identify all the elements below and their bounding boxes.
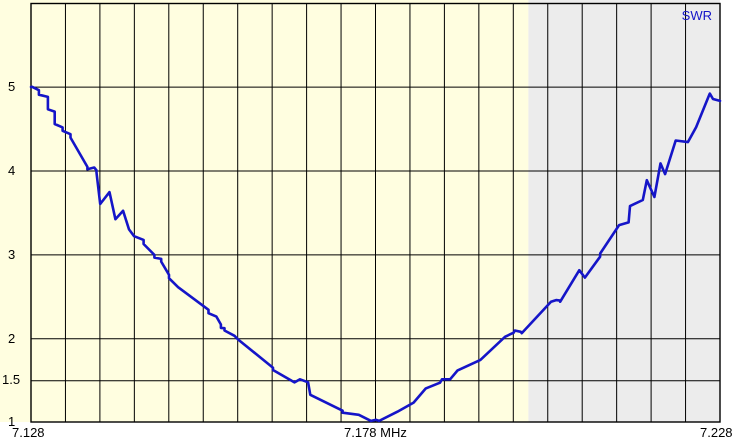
svg-text:SWR: SWR [682, 8, 712, 23]
